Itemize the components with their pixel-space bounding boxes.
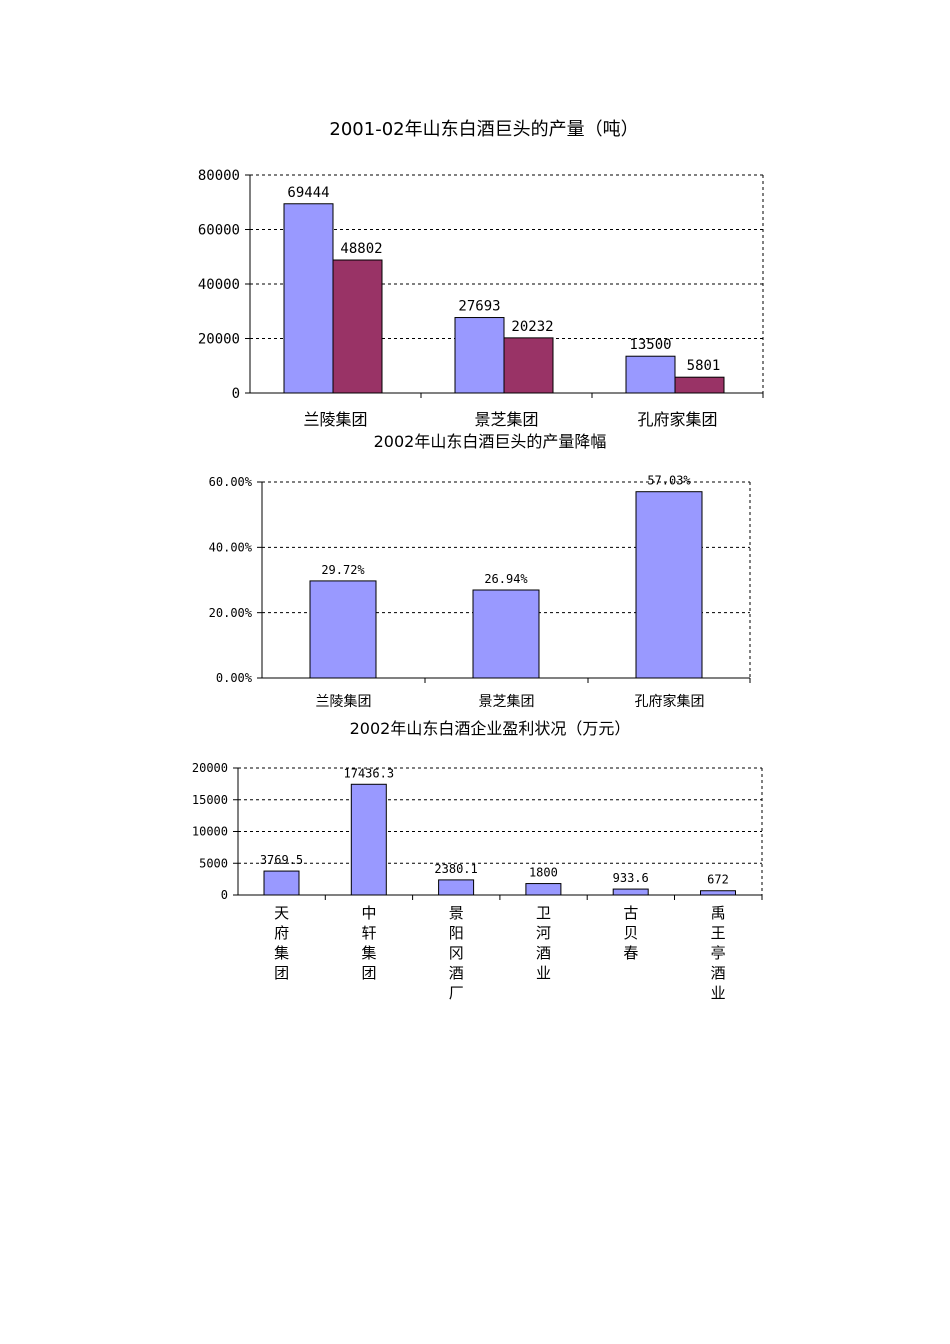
chart-title: 2002年山东白酒巨头的产量降幅 (374, 432, 607, 451)
data-label: 1800 (529, 866, 558, 880)
chart-production: 2001-02年山东白酒巨头的产量（吨） 0 20000 40000 60000 800… (198, 119, 764, 429)
y-tick-label: 0 (232, 386, 240, 402)
bar (625, 355, 676, 394)
bar (309, 580, 377, 679)
y-tick-label: 10000 (192, 825, 228, 839)
y-tick-label: 5000 (199, 856, 228, 870)
bar (635, 491, 703, 679)
y-tick-label: 60.00% (209, 475, 253, 489)
y-tick-label: 15000 (192, 793, 228, 807)
x-category-label: 兰陵集团 (316, 693, 372, 710)
x-category-label: 天府集团 (274, 904, 289, 982)
bar (472, 589, 540, 679)
x-category-label: 孔府家集团 (635, 693, 705, 710)
y-tick-label: 80000 (198, 168, 240, 184)
x-category-label: 兰陵集团 (303, 410, 367, 429)
data-label: 3769.5 (260, 853, 303, 867)
y-tick-label: 0.00% (216, 671, 253, 685)
x-category-label: 卫河酒业 (536, 904, 551, 982)
data-label: 57.03% (647, 474, 691, 488)
data-label: 2380.1 (434, 862, 477, 876)
x-category-label: 景阳冈酒厂 (449, 904, 464, 1002)
data-label: 13500 (629, 337, 671, 353)
data-label: 27693 (458, 299, 500, 315)
bar (700, 890, 736, 896)
data-label: 69444 (287, 185, 329, 201)
data-label: 672 (707, 873, 729, 887)
y-tick-label: 60000 (198, 222, 240, 238)
y-tick-label: 0 (221, 888, 228, 902)
y-tick-label: 20000 (198, 331, 240, 347)
bar (283, 203, 334, 394)
bar (438, 879, 475, 896)
chart-title: 2001-02年山东白酒巨头的产量（吨） (329, 119, 638, 140)
data-label: 5801 (687, 358, 721, 374)
x-category-label: 景芝集团 (479, 693, 535, 710)
y-tick-label: 40.00% (209, 541, 253, 555)
x-category-label: 古贝春 (623, 904, 638, 962)
data-label: 20232 (511, 319, 553, 335)
bar (525, 883, 562, 896)
bar (674, 376, 725, 394)
bar (263, 870, 300, 896)
y-tick-label: 20.00% (209, 606, 253, 620)
bar (503, 337, 554, 394)
chart-decline: 2002年山东白酒巨头的产量降幅 0.00% 20.00% 40.00% 60.00%… (209, 432, 751, 710)
chart-profit: 2002年山东白酒企业盈利状况（万元） 0 5000 10000 15000 20000… (192, 719, 763, 1002)
bar (612, 888, 649, 896)
x-category-label: 景芝集团 (474, 410, 538, 429)
data-label: 48802 (340, 241, 382, 257)
y-tick-label: 40000 (198, 277, 240, 293)
bar (332, 259, 383, 394)
x-category-label: 禹王亭酒业 (711, 904, 726, 1002)
bar (454, 317, 505, 394)
data-label: 29.72% (321, 563, 365, 577)
data-label: 17436.3 (344, 766, 395, 780)
data-label: 933.6 (613, 871, 649, 885)
bar (350, 783, 387, 896)
x-category-label: 孔府家集团 (637, 410, 717, 429)
chart-title: 2002年山东白酒企业盈利状况（万元） (350, 719, 631, 738)
y-tick-label: 20000 (192, 761, 228, 775)
data-label: 26.94% (484, 572, 528, 586)
x-category-label: 中轩集团 (361, 904, 376, 982)
